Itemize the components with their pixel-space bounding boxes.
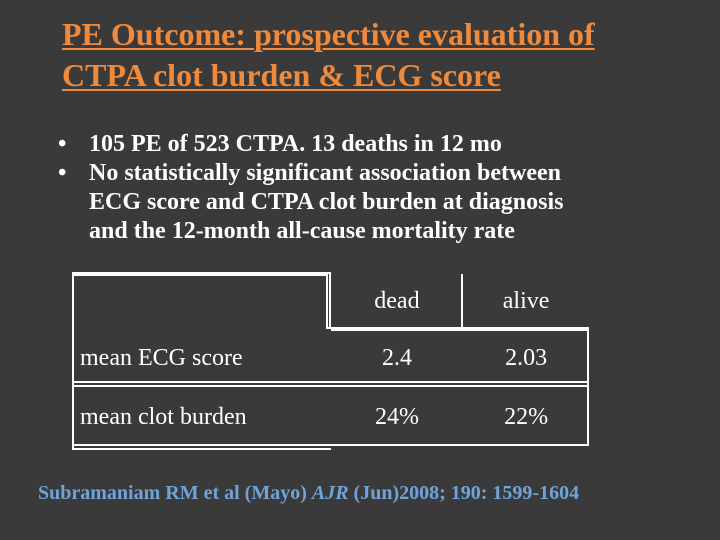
bullet-marker: •	[58, 131, 67, 157]
table-border-header-bottom	[326, 327, 589, 329]
table-border-bottom	[72, 444, 589, 446]
citation: Subramaniam RM et al (Mayo) AJR (Jun)200…	[38, 482, 698, 505]
table-border-left	[72, 274, 74, 446]
table-row-label: mean clot burden	[72, 385, 331, 450]
table-row-label: mean ECG score	[72, 329, 331, 387]
bullet-marker: •	[58, 160, 67, 186]
table-header-cell: alive	[463, 272, 589, 331]
table-cell: 2.4	[328, 329, 466, 387]
table-border-row-divider	[72, 381, 589, 383]
table-border-top	[72, 274, 326, 276]
table-header-cell: dead	[328, 272, 466, 331]
table-cell: 22%	[463, 385, 589, 450]
table-border-column-divider	[461, 274, 463, 328]
table-cell: 24%	[328, 385, 466, 450]
bullet-item: • No statistically significant associati…	[56, 159, 696, 246]
table-border-header-divider	[326, 274, 328, 328]
bullet-list: • 105 PE of 523 CTPA. 13 deaths in 12 mo…	[56, 130, 696, 246]
bullet-text: and the 12-month all-cause mortality rat…	[89, 218, 515, 244]
bullet-text: ECG score and CTPA clot burden at diagno…	[89, 189, 564, 215]
table-row: mean clot burden 24% 22%	[72, 385, 589, 450]
slide-title-line-2: CTPA clot burden & ECG score	[62, 57, 501, 93]
table-header-cell	[72, 272, 331, 331]
bullet-text: No statistically significant association…	[89, 160, 561, 186]
slide-title: PE Outcome: prospective evaluation of CT…	[62, 14, 702, 96]
table-header-row: dead alive	[72, 272, 589, 331]
table-cell: 2.03	[463, 329, 589, 387]
citation-journal: AJR	[311, 482, 349, 504]
bullet-item: • 105 PE of 523 CTPA. 13 deaths in 12 mo	[56, 130, 696, 159]
table-row: mean ECG score 2.4 2.03	[72, 329, 589, 387]
citation-details: (Jun)2008; 190: 1599-1604	[348, 482, 580, 504]
citation-authors: Subramaniam RM et al (Mayo)	[38, 482, 312, 504]
slide-title-line-1: PE Outcome: prospective evaluation of	[62, 16, 595, 52]
outcome-table: dead alive mean ECG score 2.4 2.03 mean …	[72, 272, 589, 450]
bullet-text: 105 PE of 523 CTPA. 13 deaths in 12 mo	[89, 131, 502, 157]
table-border-right	[587, 327, 589, 446]
